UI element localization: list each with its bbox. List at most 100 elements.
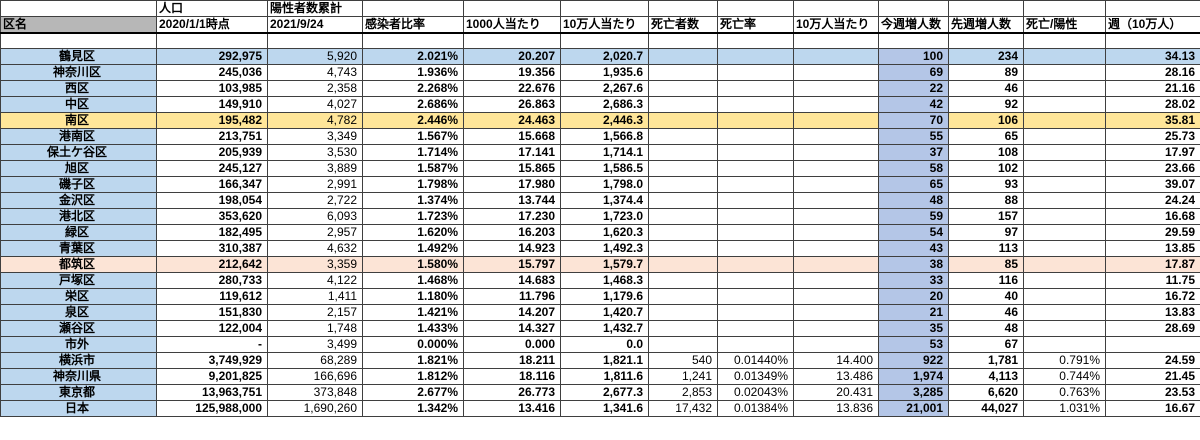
per-100k-cell[interactable]: 1,821.1 [560,352,649,370]
death-rate-cell[interactable] [717,128,794,146]
per-1000-cell[interactable]: 26.863 [463,96,561,114]
population-cell[interactable]: 182,495 [156,224,268,242]
death-rate-cell[interactable] [717,288,794,306]
deaths-cell[interactable] [648,160,718,178]
infection-rate-column-header[interactable]: 感染者比率 [362,16,464,34]
population-cell[interactable]: 125,988,000 [156,400,268,418]
this-week-increase-cell[interactable]: 38 [878,256,949,274]
per-100k-cell[interactable]: 1,798.0 [560,176,649,194]
infection-rate-cell[interactable]: 1.468% [362,272,464,290]
week-per-100k-cell[interactable]: 39.07 [1105,176,1200,194]
week-per-100k-cell[interactable]: 13.85 [1105,240,1200,258]
week-per-100k-cell[interactable] [1105,336,1200,354]
deaths-cell[interactable] [648,288,718,306]
population-cell[interactable]: 166,347 [156,176,268,194]
per-100k-cell[interactable]: 1,579.7 [560,256,649,274]
last-week-increase-column-header[interactable]: 先週増人数 [948,16,1024,34]
this-week-increase-cell[interactable]: 3,285 [878,384,949,402]
week-per-100k-cell[interactable]: 21.16 [1105,80,1200,98]
death-per-positive-cell[interactable] [1023,128,1106,146]
per-100k-cell[interactable]: 1,341.6 [560,400,649,418]
ward-name-cell[interactable]: 横浜市 [0,352,157,370]
positives-cell[interactable]: 4,632 [267,240,363,258]
death-per-positive-cell[interactable] [1023,256,1106,274]
this-week-increase-cell[interactable]: 43 [878,240,949,258]
week-per-100k-cell[interactable]: 24.59 [1105,352,1200,370]
positives-cell[interactable]: 2,722 [267,192,363,210]
deaths-cell[interactable] [648,224,718,242]
last-week-increase-cell[interactable]: 46 [948,80,1024,98]
last-week-increase-cell[interactable]: 89 [948,64,1024,82]
week-per-100k-cell[interactable]: 23.66 [1105,160,1200,178]
deaths-per-100k-cell[interactable]: 13.836 [793,400,879,418]
positives-cell[interactable]: 4,027 [267,96,363,114]
deaths-per-100k-column-header[interactable]: 10万人当たり [793,16,879,34]
week-per-100k-cell[interactable]: 17.87 [1105,256,1200,274]
population-cell[interactable]: 149,910 [156,96,268,114]
deaths-cell[interactable] [648,336,718,354]
death-rate-cell[interactable] [717,240,794,258]
positives-cell[interactable]: 2,358 [267,80,363,98]
week-per-100k-cell[interactable]: 29.59 [1105,224,1200,242]
death-per-positive-cell[interactable] [1023,112,1106,130]
ward-name-cell[interactable]: 青葉区 [0,240,157,258]
deaths-cell[interactable]: 540 [648,352,718,370]
per-100k-cell[interactable]: 1,620.3 [560,224,649,242]
per-1000-column-header[interactable]: 1000人当たり [463,16,561,34]
infection-rate-cell[interactable]: 1.587% [362,160,464,178]
population-cell[interactable]: 9,201,825 [156,368,268,386]
death-rate-cell[interactable] [717,256,794,274]
deaths-per-100k-cell[interactable]: 14.400 [793,352,879,370]
last-week-increase-cell[interactable]: 6,620 [948,384,1024,402]
ward-name-cell[interactable]: 中区 [0,96,157,114]
last-week-increase-cell[interactable]: 102 [948,160,1024,178]
death-rate-cell[interactable] [717,304,794,322]
week-per-100k-cell[interactable]: 25.73 [1105,128,1200,146]
this-week-increase-cell[interactable]: 21,001 [878,400,949,418]
ward-name-cell[interactable]: 緑区 [0,224,157,242]
deaths-per-100k-cell[interactable] [793,224,879,242]
this-week-increase-cell[interactable]: 55 [878,128,949,146]
week-per-100k-cell[interactable]: 28.69 [1105,320,1200,338]
per-100k-cell[interactable]: 2,686.3 [560,96,649,114]
positives-cell[interactable]: 4,782 [267,112,363,130]
last-week-increase-cell[interactable]: 92 [948,96,1024,114]
deaths-cell[interactable] [648,304,718,322]
population-cell[interactable]: 205,939 [156,144,268,162]
per-1000-cell[interactable]: 14.683 [463,272,561,290]
death-rate-cell[interactable] [717,112,794,130]
deaths-cell[interactable] [648,96,718,114]
positives-cell[interactable]: 2,957 [267,224,363,242]
positives-cell[interactable]: 2,991 [267,176,363,194]
ward-name-cell[interactable]: 栄区 [0,288,157,306]
infection-rate-cell[interactable]: 1.798% [362,176,464,194]
death-per-positive-cell[interactable] [1023,160,1106,178]
population-cell[interactable]: 103,985 [156,80,268,98]
deaths-cell[interactable] [648,128,718,146]
deaths-per-100k-cell[interactable] [793,336,879,354]
deaths-per-100k-cell[interactable] [793,208,879,226]
death-per-positive-cell[interactable] [1023,64,1106,82]
positives-cell[interactable]: 3,889 [267,160,363,178]
deaths-per-100k-cell[interactable] [793,112,879,130]
this-week-increase-cell[interactable]: 58 [878,160,949,178]
deaths-cell[interactable] [648,80,718,98]
infection-rate-cell[interactable]: 1.714% [362,144,464,162]
infection-rate-cell[interactable]: 1.567% [362,128,464,146]
death-per-positive-cell[interactable] [1023,208,1106,226]
per-100k-cell[interactable]: 1,468.3 [560,272,649,290]
death-rate-cell[interactable] [717,160,794,178]
death-per-positive-cell[interactable] [1023,80,1106,98]
population-cell[interactable]: 310,387 [156,240,268,258]
death-rate-cell[interactable]: 0.01384% [717,400,794,418]
deaths-per-100k-cell[interactable] [793,256,879,274]
population-group-header[interactable]: 人口 [156,0,268,17]
last-week-increase-cell[interactable]: 93 [948,176,1024,194]
ward-name-cell[interactable]: 戸塚区 [0,272,157,290]
last-week-increase-cell[interactable]: 44,027 [948,400,1024,418]
population-cell[interactable]: 213,751 [156,128,268,146]
per-1000-cell[interactable]: 15.797 [463,256,561,274]
deaths-per-100k-cell[interactable] [793,304,879,322]
infection-rate-cell[interactable]: 1.812% [362,368,464,386]
death-rate-cell[interactable] [717,272,794,290]
